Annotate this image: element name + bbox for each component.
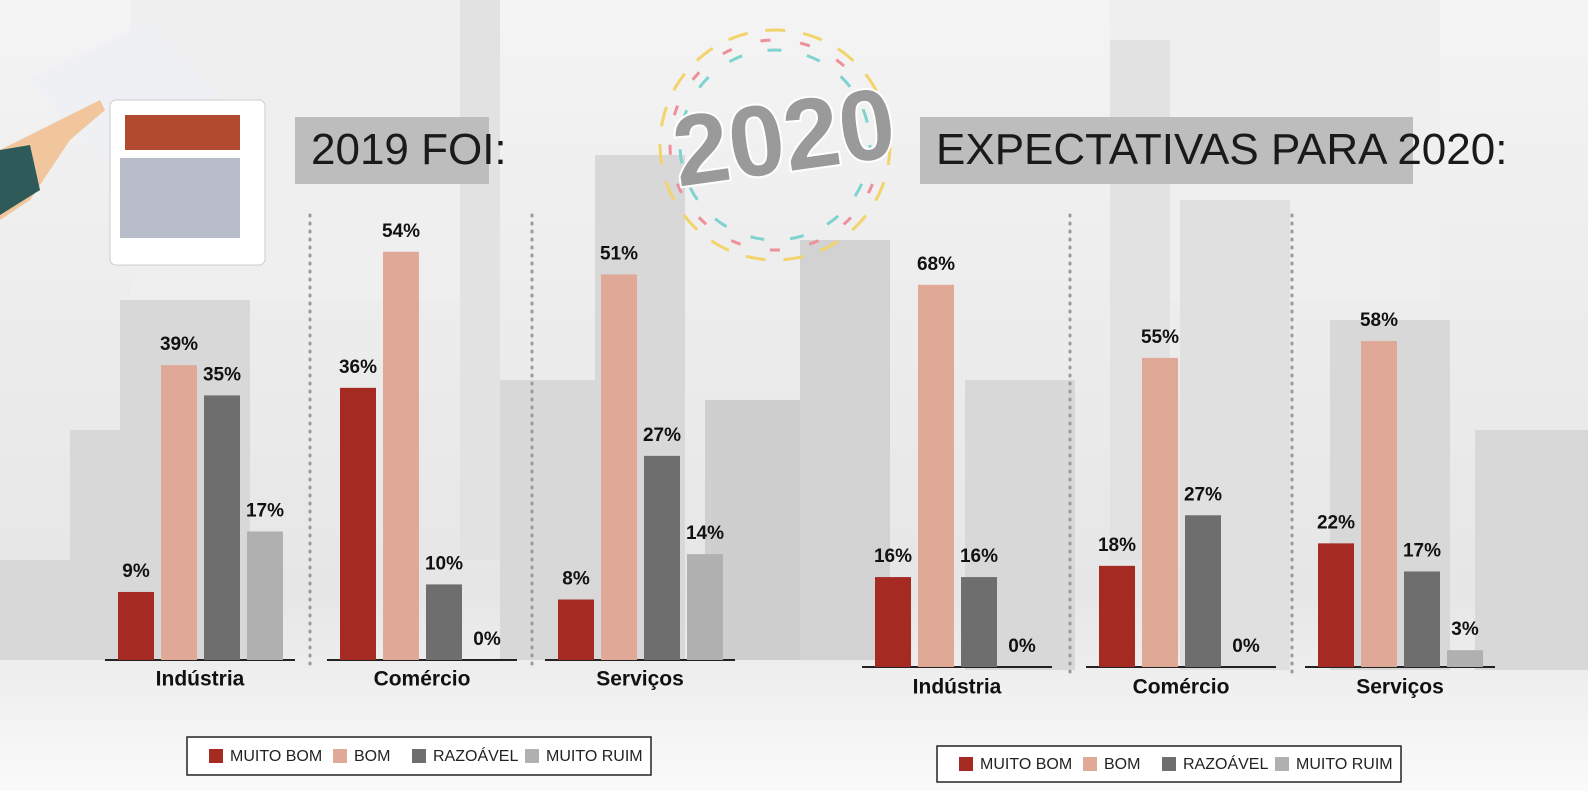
value-label: 27% (1184, 484, 1222, 505)
bar (1361, 341, 1397, 667)
value-label: 16% (960, 546, 998, 567)
category-label: Comércio (1133, 676, 1230, 699)
bar (1447, 650, 1483, 667)
title-box (920, 117, 1413, 184)
bar (961, 577, 997, 667)
value-label: 14% (686, 523, 724, 544)
bar (1099, 565, 1135, 667)
bar (558, 599, 594, 660)
bar (161, 365, 197, 660)
legend-label: MUITO RUIM (546, 748, 643, 765)
value-label: 18% (1098, 535, 1136, 556)
bar (383, 251, 419, 660)
legend-swatch (412, 749, 426, 763)
value-label: 55% (1141, 327, 1179, 348)
legend-label: BOM (354, 748, 390, 765)
value-label: 17% (1403, 540, 1441, 561)
bar (601, 274, 637, 660)
bar (426, 584, 462, 660)
bar (918, 284, 954, 667)
legend-label: MUITO BOM (980, 756, 1072, 773)
bar (644, 455, 680, 660)
value-label: 27% (643, 425, 681, 446)
value-label: 35% (203, 364, 241, 385)
legend-swatch (525, 749, 539, 763)
category-label: Serviços (596, 668, 684, 691)
bar (247, 531, 283, 660)
value-label: 16% (874, 546, 912, 567)
value-label: 0% (473, 629, 501, 650)
legend-label: RAZOÁVEL (433, 746, 518, 765)
value-label: 58% (1360, 310, 1398, 331)
legend-swatch (1162, 757, 1176, 771)
category-label: Indústria (156, 668, 245, 691)
legend-label: MUITO BOM (230, 748, 322, 765)
bar (1142, 357, 1178, 667)
legend-swatch (209, 749, 223, 763)
value-label: 39% (160, 334, 198, 355)
bar (340, 387, 376, 660)
value-label: 9% (122, 561, 150, 582)
bar (1185, 515, 1221, 667)
legend-swatch (1083, 757, 1097, 771)
category-label: Indústria (913, 676, 1002, 699)
chart-title: EXPECTATIVAS PARA 2020: (936, 125, 1507, 174)
legend-swatch (333, 749, 347, 763)
category-label: Serviços (1356, 676, 1444, 699)
value-label: 0% (1232, 636, 1260, 657)
value-label: 51% (600, 243, 638, 264)
value-label: 17% (246, 500, 284, 521)
bar (875, 577, 911, 667)
category-label: Comércio (374, 668, 471, 691)
value-label: 0% (1008, 636, 1036, 657)
value-label: 54% (382, 221, 420, 242)
logo-fireworks (658, 28, 892, 262)
title-box (295, 117, 489, 184)
chart-title: 2019 FOI: (311, 125, 507, 174)
bar (204, 395, 240, 660)
legend-swatch (959, 757, 973, 771)
legend-label: RAZOÁVEL (1183, 754, 1268, 773)
bar (687, 554, 723, 660)
legend-label: BOM (1104, 756, 1140, 773)
calendar-illustration (0, 20, 266, 266)
bar (118, 591, 154, 660)
value-label: 36% (339, 357, 377, 378)
value-label: 10% (425, 553, 463, 574)
value-label: 3% (1451, 619, 1479, 640)
legend-swatch (1275, 757, 1289, 771)
value-label: 8% (562, 569, 590, 590)
bar (1318, 543, 1354, 667)
value-label: 22% (1317, 512, 1355, 533)
value-label: 68% (917, 254, 955, 275)
bar (1404, 571, 1440, 667)
legend-label: MUITO RUIM (1296, 756, 1393, 773)
